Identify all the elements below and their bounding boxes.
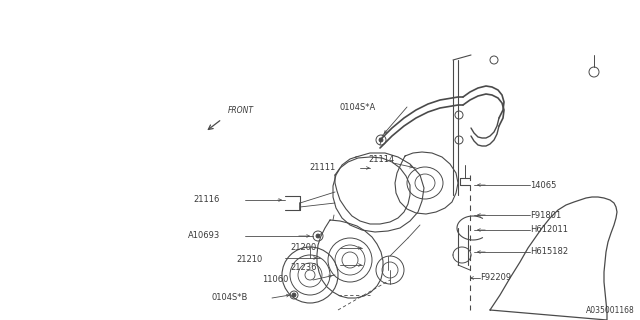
Text: 11060: 11060 (262, 276, 288, 284)
Circle shape (379, 138, 383, 142)
Text: 21210: 21210 (237, 255, 263, 265)
Text: 21200: 21200 (291, 244, 317, 252)
Text: F92209: F92209 (480, 274, 511, 283)
Text: H615182: H615182 (530, 247, 568, 257)
Text: 21116: 21116 (194, 196, 220, 204)
Circle shape (316, 234, 320, 238)
Text: F91801: F91801 (530, 211, 561, 220)
Text: FRONT: FRONT (228, 106, 254, 115)
Text: 0104S*A: 0104S*A (340, 102, 376, 111)
Text: A035001168: A035001168 (586, 306, 635, 315)
Text: H612011: H612011 (530, 226, 568, 235)
Text: 21114: 21114 (369, 155, 395, 164)
Text: 21236: 21236 (291, 262, 317, 271)
Text: 0104S*B: 0104S*B (212, 293, 248, 302)
Text: 21111: 21111 (310, 164, 336, 172)
Text: A10693: A10693 (188, 231, 220, 241)
Circle shape (292, 293, 296, 297)
Text: 14065: 14065 (530, 180, 556, 189)
